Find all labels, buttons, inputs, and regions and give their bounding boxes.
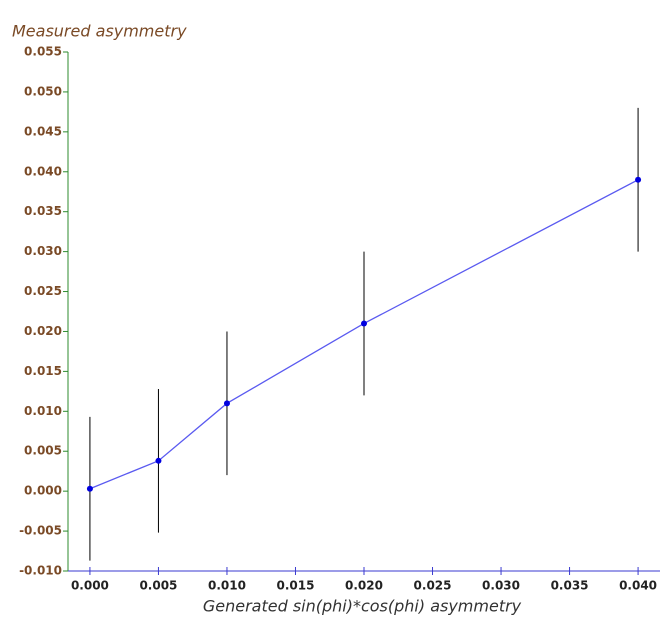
data-point bbox=[635, 176, 642, 183]
x-tick-label: 0.020 bbox=[345, 579, 383, 593]
y-tick-label: 0.055 bbox=[24, 45, 62, 59]
y-tick-label: 0.010 bbox=[24, 404, 62, 418]
y-tick-label: 0.045 bbox=[24, 124, 62, 138]
y-tick-label: 0.030 bbox=[24, 244, 62, 258]
y-tick-label: 0.050 bbox=[24, 84, 62, 98]
y-tick-label: 0.035 bbox=[24, 204, 62, 218]
y-tick-label: 0.040 bbox=[24, 164, 62, 178]
x-tick-label: 0.005 bbox=[139, 579, 177, 593]
y-tick-label: -0.005 bbox=[19, 524, 62, 538]
x-axis-label: Generated sin(phi)*cos(phi) asymmetry bbox=[203, 597, 522, 616]
x-tick-label: 0.035 bbox=[551, 579, 589, 593]
y-tick-label: 0.025 bbox=[24, 284, 62, 298]
x-tick-label: 0.030 bbox=[482, 579, 520, 593]
x-tick-label: 0.010 bbox=[208, 579, 246, 593]
chart-title: Measured asymmetry bbox=[12, 22, 187, 41]
y-tick-label: 0.015 bbox=[24, 364, 62, 378]
data-point bbox=[155, 457, 162, 464]
y-tick-label: 0.020 bbox=[24, 324, 62, 338]
y-tick-label: 0.005 bbox=[24, 444, 62, 458]
x-tick-label: 0.015 bbox=[276, 579, 314, 593]
y-tick-label: -0.010 bbox=[19, 564, 62, 578]
x-tick-label: 0.025 bbox=[414, 579, 452, 593]
data-point bbox=[361, 320, 367, 327]
y-tick-label: 0.000 bbox=[24, 484, 62, 498]
data-point bbox=[86, 485, 93, 492]
data-point bbox=[223, 400, 230, 407]
x-tick-label: 0.040 bbox=[619, 579, 657, 593]
x-tick-label: 0.000 bbox=[71, 579, 109, 593]
